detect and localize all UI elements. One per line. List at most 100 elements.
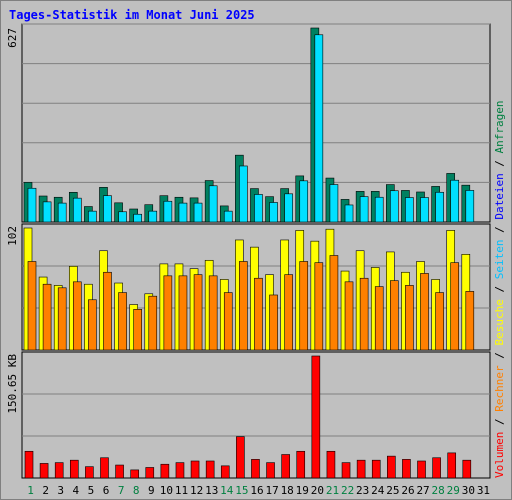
bar-volumen	[100, 457, 109, 479]
x-tick-label: 21	[326, 484, 339, 497]
bar-dateien	[465, 190, 475, 223]
bar-rechner	[193, 274, 203, 351]
bar-dateien	[72, 197, 82, 223]
bar-rechner	[450, 262, 460, 351]
bar-rechner	[27, 261, 37, 351]
bar-volumen	[432, 457, 441, 479]
bar-rechner	[465, 291, 475, 351]
bar-rechner	[42, 283, 52, 351]
legend-item: Volumen	[493, 432, 506, 478]
x-tick-label: 4	[73, 484, 80, 497]
bar-volumen	[236, 436, 245, 479]
bar-rechner	[420, 273, 429, 351]
x-tick-label: 12	[190, 484, 203, 497]
bar-dateien	[42, 201, 52, 223]
bar-volumen	[402, 459, 411, 479]
bar-volumen	[115, 464, 124, 479]
legend-item: Dateien	[493, 173, 506, 219]
bar-volumen	[190, 460, 200, 479]
x-tick-label: 1	[27, 484, 34, 497]
legend-item: Seiten	[493, 240, 506, 280]
bar-volumen	[251, 459, 260, 479]
bar-dateien	[193, 202, 203, 223]
bar-dateien	[374, 196, 384, 223]
x-tick-label: 26	[401, 484, 414, 497]
x-tick-label: 10	[160, 484, 173, 497]
bar-rechner	[163, 275, 173, 351]
x-tick-label: 11	[175, 484, 188, 497]
axis-max-label: 627	[6, 28, 19, 48]
bar-rechner	[208, 275, 218, 351]
bar-rechner	[254, 277, 263, 351]
bar-dateien	[148, 210, 158, 223]
x-tick-label: 27	[416, 484, 429, 497]
bar-dateien	[239, 165, 248, 223]
bar-volumen	[417, 460, 426, 479]
bar-volumen	[326, 450, 336, 479]
bar-dateien	[254, 194, 263, 223]
bar-volumen	[205, 460, 215, 479]
x-tick-label: 14	[220, 484, 234, 497]
x-tick-label: 20	[311, 484, 324, 497]
x-tick-label: 23	[356, 484, 369, 497]
x-tick-label: 15	[235, 484, 248, 497]
bar-dateien	[314, 34, 324, 223]
x-tick-label: 28	[432, 484, 445, 497]
x-tick-label: 5	[88, 484, 95, 497]
bar-volumen	[85, 466, 94, 479]
bar-volumen	[356, 459, 366, 479]
bar-rechner	[57, 287, 67, 351]
x-tick-label: 29	[447, 484, 460, 497]
bar-dateien	[299, 180, 309, 223]
legend-separator: /	[493, 153, 506, 173]
bar-dateien	[269, 202, 278, 223]
bar-dateien	[133, 213, 142, 223]
x-tick-label: 19	[296, 484, 309, 497]
x-tick-label: 8	[133, 484, 140, 497]
x-tick-label: 3	[57, 484, 64, 497]
bar-volumen	[130, 469, 139, 479]
bar-volumen	[296, 450, 306, 479]
bar-dateien	[223, 210, 233, 223]
bar-volumen	[175, 462, 185, 479]
bar-volumen	[160, 463, 170, 479]
bar-rechner	[299, 261, 309, 351]
legend-separator: /	[493, 220, 506, 240]
bar-dateien	[344, 204, 354, 223]
bar-rechner	[344, 281, 354, 351]
bar-volumen	[387, 455, 396, 479]
bar-rechner	[148, 295, 158, 351]
bar-rechner	[239, 261, 248, 351]
title: Tages-Statistik im Monat Juni 2025	[9, 8, 255, 22]
bar-rechner	[390, 280, 399, 351]
x-tick-label: 18	[281, 484, 294, 497]
bar-volumen	[371, 459, 381, 479]
bar-volumen	[220, 465, 230, 479]
bar-dateien	[103, 195, 112, 223]
bar-volumen	[462, 459, 472, 479]
bar-dateien	[405, 197, 414, 223]
x-tick-label: 13	[205, 484, 218, 497]
bar-rechner	[88, 299, 97, 351]
bar-volumen	[145, 467, 155, 479]
bar-volumen	[69, 459, 79, 479]
bar-rechner	[269, 294, 278, 351]
bar-dateien	[163, 200, 173, 223]
bar-rechner	[223, 292, 233, 351]
axis-max-label: 150.65 KB	[6, 354, 19, 414]
x-tick-label: 30	[462, 484, 475, 497]
x-tick-label: 9	[148, 484, 155, 497]
legend-item: Rechner	[493, 365, 506, 412]
bar-dateien	[359, 196, 369, 223]
x-tick-label: 31	[477, 484, 490, 497]
bar-dateien	[208, 185, 218, 223]
bar-rechner	[374, 286, 384, 351]
bar-rechner	[178, 275, 188, 351]
bar-volumen	[24, 450, 34, 479]
bar-dateien	[284, 193, 293, 223]
x-tick-label: 24	[371, 484, 385, 497]
legend-separator: /	[493, 346, 506, 366]
bar-volumen	[39, 463, 49, 479]
bar-dateien	[27, 187, 37, 223]
